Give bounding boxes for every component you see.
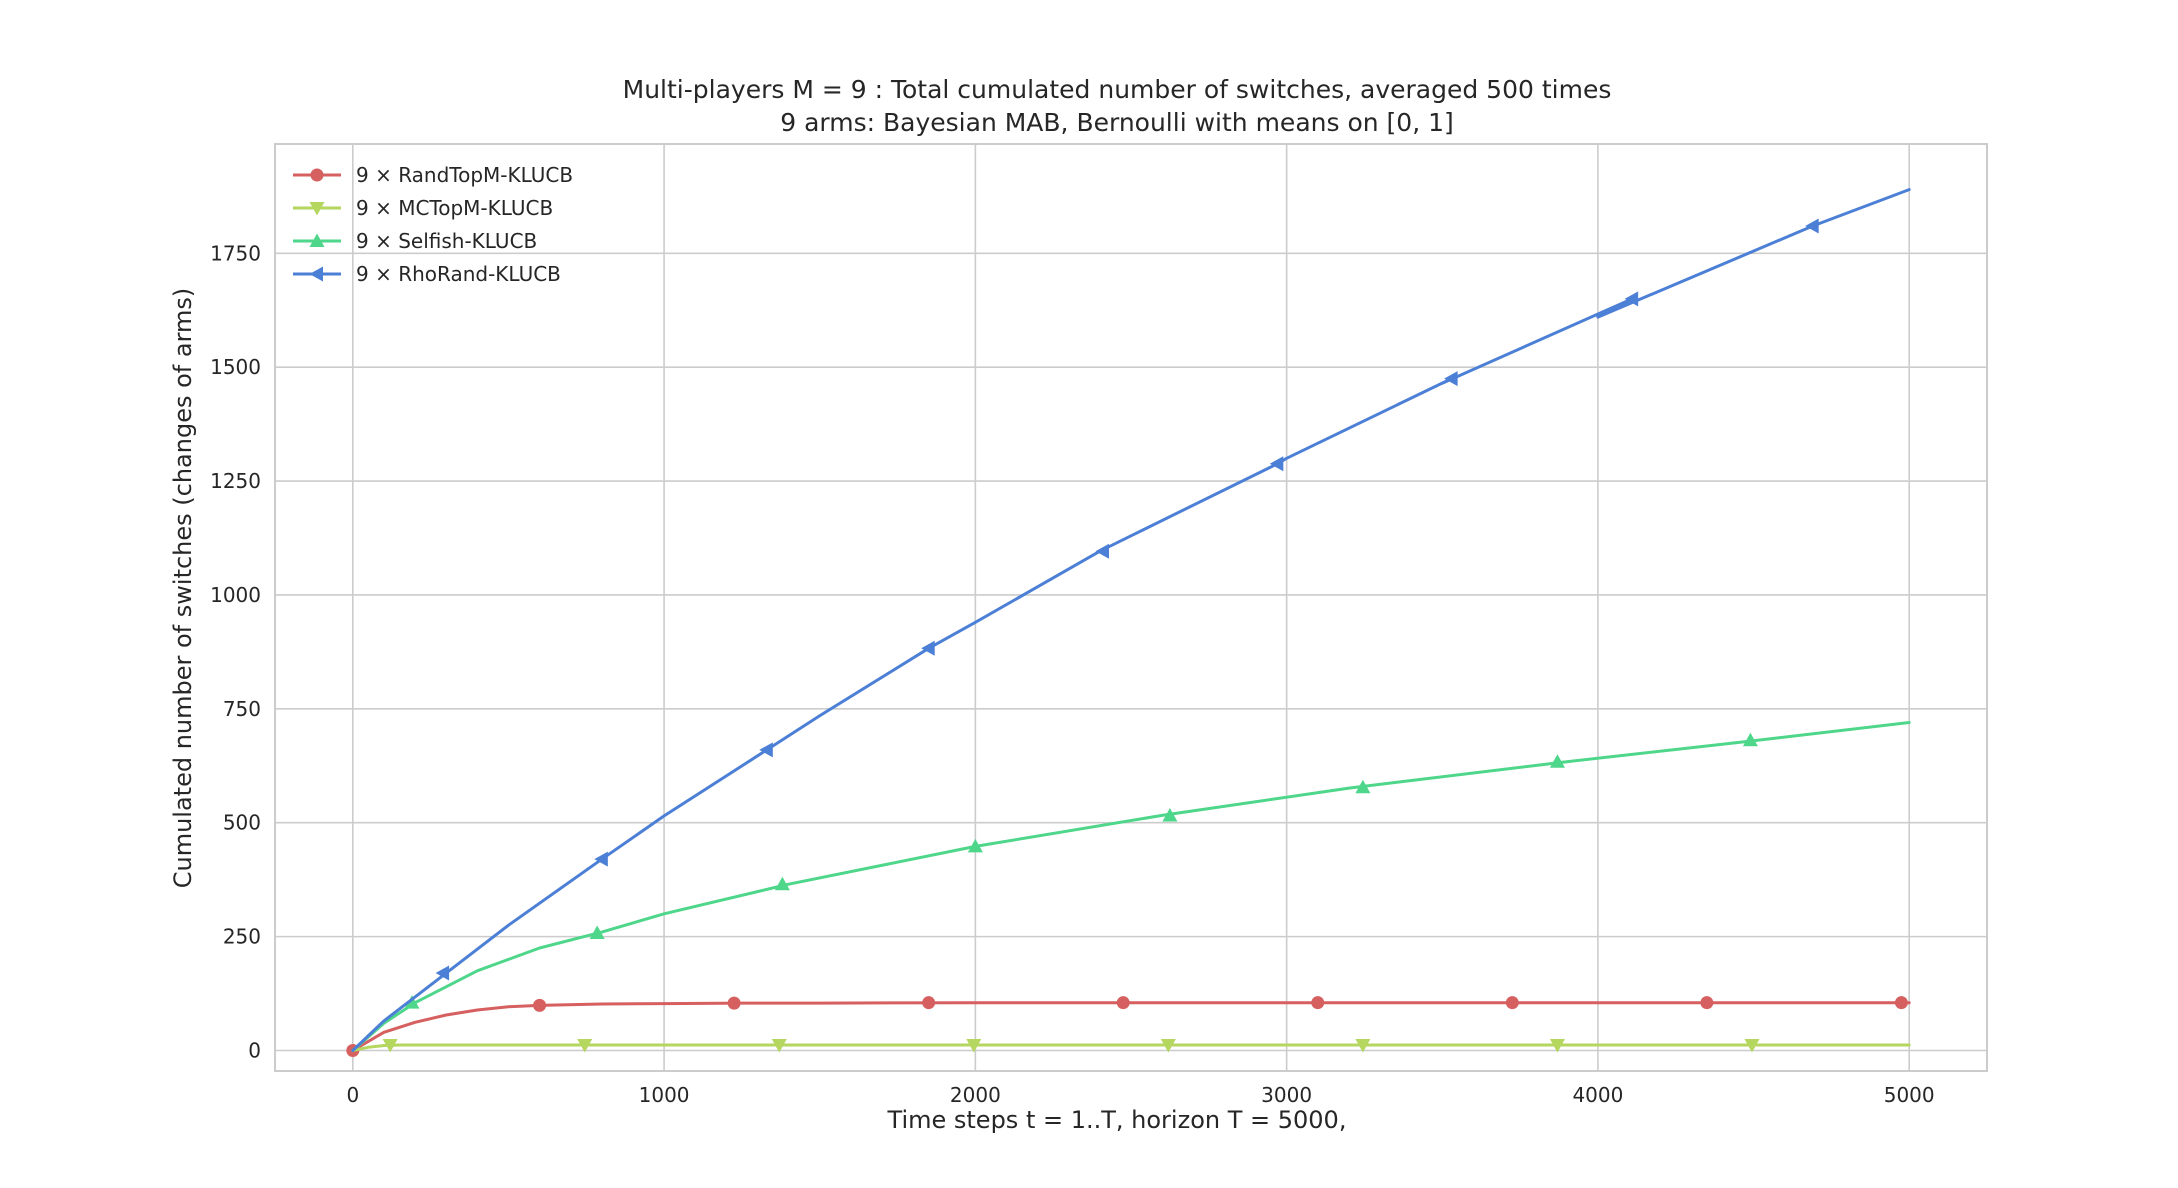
legend-label: 9 × RhoRand-KLUCB bbox=[356, 262, 561, 286]
legend-marker bbox=[309, 202, 325, 216]
data-point-marker bbox=[967, 838, 983, 853]
data-point-marker bbox=[1549, 754, 1565, 768]
data-point-marker bbox=[774, 876, 790, 891]
x-tick-label: 0 bbox=[346, 1083, 359, 1107]
data-point-marker bbox=[1505, 996, 1519, 1010]
x-tick-labels: 0 1000 2000 3000 4000 5000 bbox=[346, 1083, 1934, 1107]
series-layer bbox=[346, 188, 1911, 1058]
series-2 bbox=[351, 721, 1911, 1052]
data-point-marker bbox=[771, 1039, 787, 1053]
x-tick-label: 2000 bbox=[950, 1083, 1001, 1107]
x-tick-label: 1000 bbox=[639, 1083, 690, 1107]
data-point-marker bbox=[382, 1039, 398, 1053]
data-point-marker bbox=[1355, 1039, 1371, 1053]
legend-marker bbox=[310, 168, 324, 182]
data-point-marker bbox=[1894, 996, 1908, 1010]
data-point-marker bbox=[922, 996, 936, 1010]
series-3 bbox=[351, 188, 1911, 1052]
data-point-marker bbox=[1805, 218, 1819, 234]
legend-marker bbox=[309, 266, 323, 282]
series-line bbox=[351, 1043, 1911, 1052]
data-point-marker bbox=[1549, 1039, 1565, 1053]
data-point-marker bbox=[1160, 1039, 1176, 1053]
data-point-marker bbox=[1700, 996, 1714, 1010]
data-point-marker bbox=[727, 996, 741, 1010]
y-axis-label: Cumulated number of switches (changes of… bbox=[169, 288, 197, 889]
data-point-marker bbox=[1311, 996, 1325, 1010]
series-0 bbox=[346, 996, 1911, 1058]
data-point-marker bbox=[759, 742, 773, 758]
data-point-marker bbox=[1269, 456, 1284, 472]
legend-entry: 9 × Selfish-KLUCB bbox=[293, 229, 537, 253]
chart-title: Multi-players M = 9 : Total cumulated nu… bbox=[623, 75, 1612, 104]
data-point-marker bbox=[404, 995, 420, 1009]
data-point-marker bbox=[1742, 732, 1758, 747]
series-line bbox=[351, 721, 1911, 1052]
axes-frame bbox=[274, 143, 1988, 1072]
series-1 bbox=[351, 1039, 1911, 1053]
legend-label: 9 × RandTopM-KLUCB bbox=[356, 163, 573, 187]
legend-marker bbox=[309, 233, 325, 247]
data-point-marker bbox=[577, 1039, 593, 1053]
data-point-marker bbox=[1116, 996, 1130, 1010]
x-tick-label: 5000 bbox=[1884, 1083, 1935, 1107]
data-point-marker bbox=[533, 998, 547, 1012]
legend-entry: 9 × RhoRand-KLUCB bbox=[293, 262, 561, 286]
data-point-marker bbox=[1744, 1039, 1760, 1053]
legend-entry: 9 × RandTopM-KLUCB bbox=[293, 163, 573, 187]
x-axis-label: Time steps t = 1..T, horizon T = 5000, bbox=[887, 1106, 1347, 1134]
data-point-marker bbox=[1624, 291, 1639, 307]
legend-label: 9 × Selfish-KLUCB bbox=[356, 229, 537, 253]
y-tick-label: 1250 bbox=[210, 469, 261, 493]
legend-entry: 9 × MCTopM-KLUCB bbox=[293, 196, 553, 220]
data-point-marker bbox=[966, 1039, 982, 1053]
y-tick-label: 0 bbox=[248, 1039, 261, 1063]
y-tick-label: 250 bbox=[223, 925, 261, 949]
data-point-marker bbox=[435, 965, 450, 981]
chart-subtitle: 9 arms: Bayesian MAB, Bernoulli with mea… bbox=[780, 108, 1454, 137]
x-tick-label: 3000 bbox=[1261, 1083, 1312, 1107]
y-gridlines bbox=[275, 252, 1987, 1052]
data-point-marker bbox=[921, 640, 935, 656]
legend-label: 9 × MCTopM-KLUCB bbox=[356, 196, 553, 220]
legend: 9 × RandTopM-KLUCB 9 × MCTopM-KLUCB 9 × Se… bbox=[293, 163, 573, 286]
y-tick-label: 500 bbox=[223, 811, 261, 835]
data-point-marker bbox=[1095, 543, 1109, 559]
y-tick-label: 1750 bbox=[210, 241, 261, 265]
series-line bbox=[351, 188, 1911, 1052]
data-point-marker bbox=[1444, 371, 1458, 387]
series-line bbox=[351, 1001, 1911, 1052]
y-tick-label: 1500 bbox=[210, 355, 261, 379]
y-tick-label: 1000 bbox=[210, 583, 261, 607]
y-tick-labels: 0 250 500 750 1000 1250 1500 1750 bbox=[210, 241, 261, 1062]
data-point-marker bbox=[589, 925, 605, 939]
x-gridlines bbox=[352, 144, 1910, 1071]
data-point-marker bbox=[594, 851, 608, 867]
plot-area bbox=[274, 143, 1988, 1072]
y-tick-label: 750 bbox=[223, 697, 261, 721]
data-point-marker bbox=[1162, 807, 1178, 822]
x-tick-label: 4000 bbox=[1572, 1083, 1623, 1107]
data-point-marker bbox=[1355, 779, 1371, 794]
